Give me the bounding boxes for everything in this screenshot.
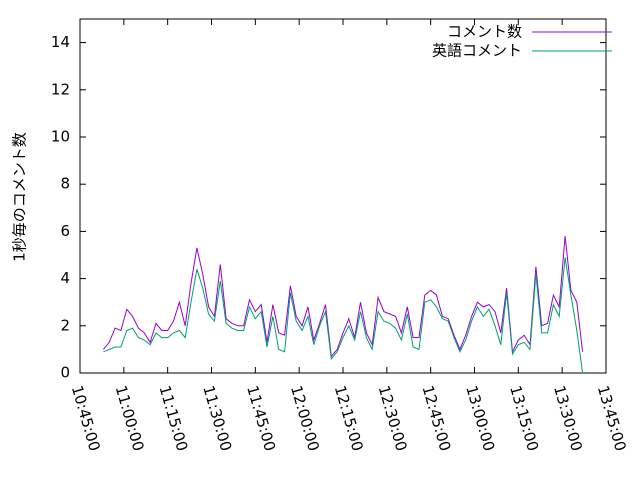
y-tick-label: 8 — [60, 175, 70, 193]
y-tick-label: 12 — [51, 80, 70, 98]
legend-label: コメント数 — [447, 23, 522, 41]
y-tick-label: 6 — [60, 222, 70, 240]
x-tick-label: 12:45:00 — [418, 383, 454, 453]
series-line — [103, 257, 584, 374]
x-tick-label: 12:30:00 — [375, 383, 411, 453]
x-tick-label: 12:15:00 — [331, 383, 367, 453]
x-tick-label: 11:45:00 — [243, 383, 279, 453]
y-tick-label: 10 — [51, 128, 70, 146]
series-line — [103, 236, 584, 358]
y-axis-label: 1秒毎のコメント数 — [11, 132, 29, 262]
x-tick-label: 13:15:00 — [506, 383, 542, 453]
x-tick-label: 11:30:00 — [199, 383, 235, 453]
plot-frame — [79, 18, 607, 374]
y-tick-label: 4 — [60, 269, 70, 287]
x-tick-label: 10:45:00 — [68, 383, 104, 453]
x-tick-label: 13:45:00 — [594, 383, 630, 453]
x-tick-label: 11:15:00 — [155, 383, 191, 453]
y-tick-label: 14 — [51, 33, 70, 51]
legend-label: 英語コメント — [432, 42, 522, 60]
y-tick-label: 2 — [60, 316, 70, 334]
x-tick-label: 13:30:00 — [550, 383, 586, 453]
y-tick-label: 0 — [60, 364, 70, 382]
x-tick-label: 12:00:00 — [287, 383, 323, 453]
x-tick-label: 11:00:00 — [112, 383, 148, 453]
x-tick-label: 13:00:00 — [462, 383, 498, 453]
